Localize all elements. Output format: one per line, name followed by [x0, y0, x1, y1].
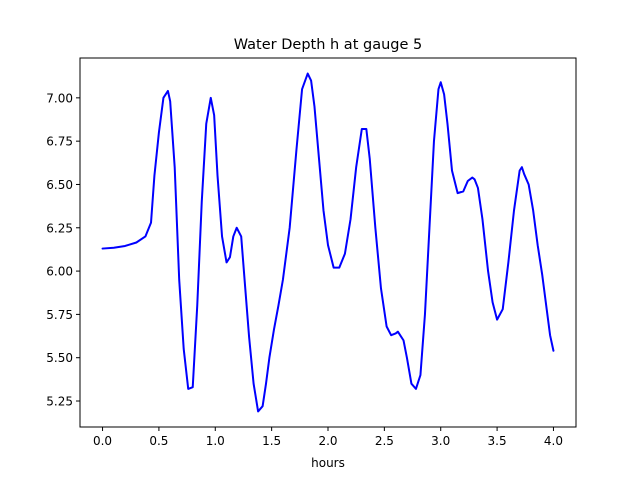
y-axis-ticks: 5.25 5.50 5.75 6.00 6.25 6.50 6.75 7.00 — [46, 91, 80, 409]
y-tick-label: 5.50 — [46, 351, 73, 365]
x-tick-label: 0.5 — [149, 434, 168, 448]
chart-title: Water Depth h at gauge 5 — [234, 37, 422, 53]
x-tick-label: 2.5 — [375, 434, 394, 448]
series-layer — [101, 72, 555, 413]
x-axis-label: hours — [311, 456, 345, 470]
y-tick-label: 6.25 — [46, 221, 73, 235]
y-tick-label: 6.00 — [46, 265, 73, 279]
y-tick-label: 7.00 — [46, 91, 73, 105]
x-tick-label: 3.0 — [431, 434, 450, 448]
x-tick-label: 1.5 — [262, 434, 281, 448]
x-tick-label: 0.0 — [93, 434, 112, 448]
x-axis-ticks: 0.0 0.5 1.0 1.5 2.0 2.5 3.0 3.5 4.0 — [93, 427, 563, 448]
x-tick-label: 1.0 — [206, 434, 225, 448]
y-tick-label: 5.25 — [46, 395, 73, 409]
x-tick-label: 2.0 — [318, 434, 337, 448]
y-tick-label: 5.75 — [46, 308, 73, 322]
y-tick-label: 6.75 — [46, 135, 73, 149]
x-tick-label: 4.0 — [544, 434, 563, 448]
x-tick-label: 3.5 — [488, 434, 507, 448]
y-tick-label: 6.50 — [46, 178, 73, 192]
series-line-0 — [101, 72, 555, 413]
